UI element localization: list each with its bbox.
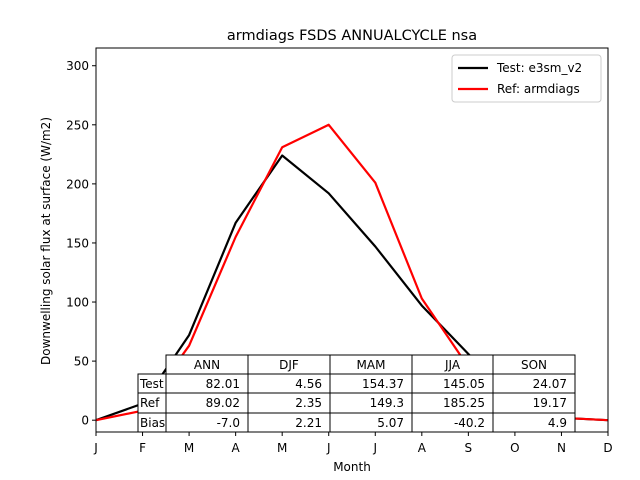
table-value-bias-jja: -40.2 (454, 416, 485, 430)
x-tick-label-11: D (603, 441, 612, 455)
table-header-ann: ANN (194, 358, 220, 372)
table-header-son: SON (521, 358, 547, 372)
x-tick-label-1: F (139, 441, 146, 455)
table-value-test-son: 24.07 (533, 377, 567, 391)
legend-box (451, 54, 602, 103)
legend-test-label: Test: e3sm_v2 (496, 61, 582, 75)
x-tick-label-6: J (372, 441, 377, 455)
legend: Test: e3sm_v2 Ref: armdiags (451, 54, 602, 103)
stats-table: ANN DJF MAM JJA SON Test 82.01 4.56 154.37 145.05… (137, 354, 576, 433)
y-tick-label-150: 150 (66, 236, 89, 250)
table-row-label-test: Test (139, 377, 164, 391)
x-tick-label-0: J (93, 441, 98, 455)
x-axis-label: Month (333, 460, 371, 474)
table-row-label-ref: Ref (140, 396, 160, 410)
table-value-ref-ann: 89.02 (206, 396, 240, 410)
table-value-ref-djf: 2.35 (295, 396, 322, 410)
table-value-ref-son: 19.17 (533, 396, 567, 410)
x-tick-label-4: M (277, 441, 287, 455)
x-tick-label-2: M (184, 441, 194, 455)
x-tick-label-3: A (232, 441, 241, 455)
table-value-test-djf: 4.56 (295, 377, 322, 391)
y-tick-label-250: 250 (66, 118, 89, 132)
plot-frame (95, 47, 609, 433)
table-header-djf: DJF (279, 358, 299, 372)
x-tick-label-7: A (418, 441, 427, 455)
y-tick-label-200: 200 (66, 177, 89, 191)
y-tick-label-50: 50 (74, 355, 89, 369)
x-tick-label-5: J (326, 441, 331, 455)
x-tick-label-10: N (557, 441, 566, 455)
table-value-test-jja: 145.05 (443, 377, 485, 391)
table-value-bias-mam: 5.07 (377, 416, 404, 430)
table-value-bias-djf: 2.21 (295, 416, 322, 430)
table-value-test-mam: 154.37 (362, 377, 404, 391)
y-tick-label-100: 100 (66, 296, 89, 310)
y-tick-label-300: 300 (66, 59, 89, 73)
table-header-mam: MAM (357, 358, 386, 372)
table-row-label-bias: Bias (140, 416, 165, 430)
y-tick-label-0: 0 (81, 414, 89, 428)
chart-title: armdiags FSDS ANNUALCYCLE nsa (227, 28, 477, 44)
y-axis-label: Downwelling solar flux at surface (W/m2) (39, 117, 53, 365)
table-value-bias-son: 4.9 (548, 416, 567, 430)
table-value-test-ann: 82.01 (206, 377, 240, 391)
x-tick-label-9: O (510, 441, 519, 455)
table-value-ref-mam: 149.3 (370, 396, 404, 410)
table-value-ref-jja: 185.25 (443, 396, 485, 410)
table-header-jja: JJA (444, 358, 461, 372)
table-value-bias-ann: -7.0 (217, 416, 240, 430)
x-tick-label-8: S (465, 441, 473, 455)
legend-ref-label: Ref: armdiags (497, 82, 580, 96)
